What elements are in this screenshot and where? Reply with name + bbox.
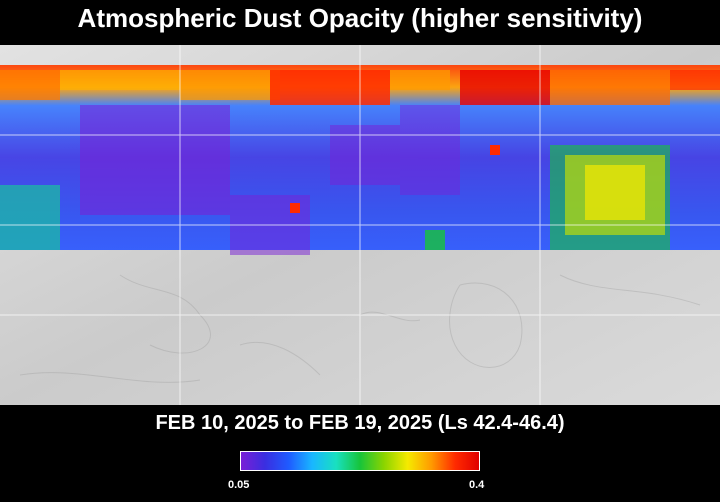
map-canvas: [0, 45, 720, 405]
colorbar: [240, 451, 480, 471]
mars-dust-map: [0, 45, 720, 405]
colorbar-min-label: 0.05: [228, 479, 249, 491]
colorbar-max-label: 0.4: [469, 479, 484, 491]
map-title: Atmospheric Dust Opacity (higher sensiti…: [0, 0, 720, 40]
date-range-label: FEB 10, 2025 to FEB 19, 2025 (Ls 42.4-46…: [0, 410, 720, 436]
